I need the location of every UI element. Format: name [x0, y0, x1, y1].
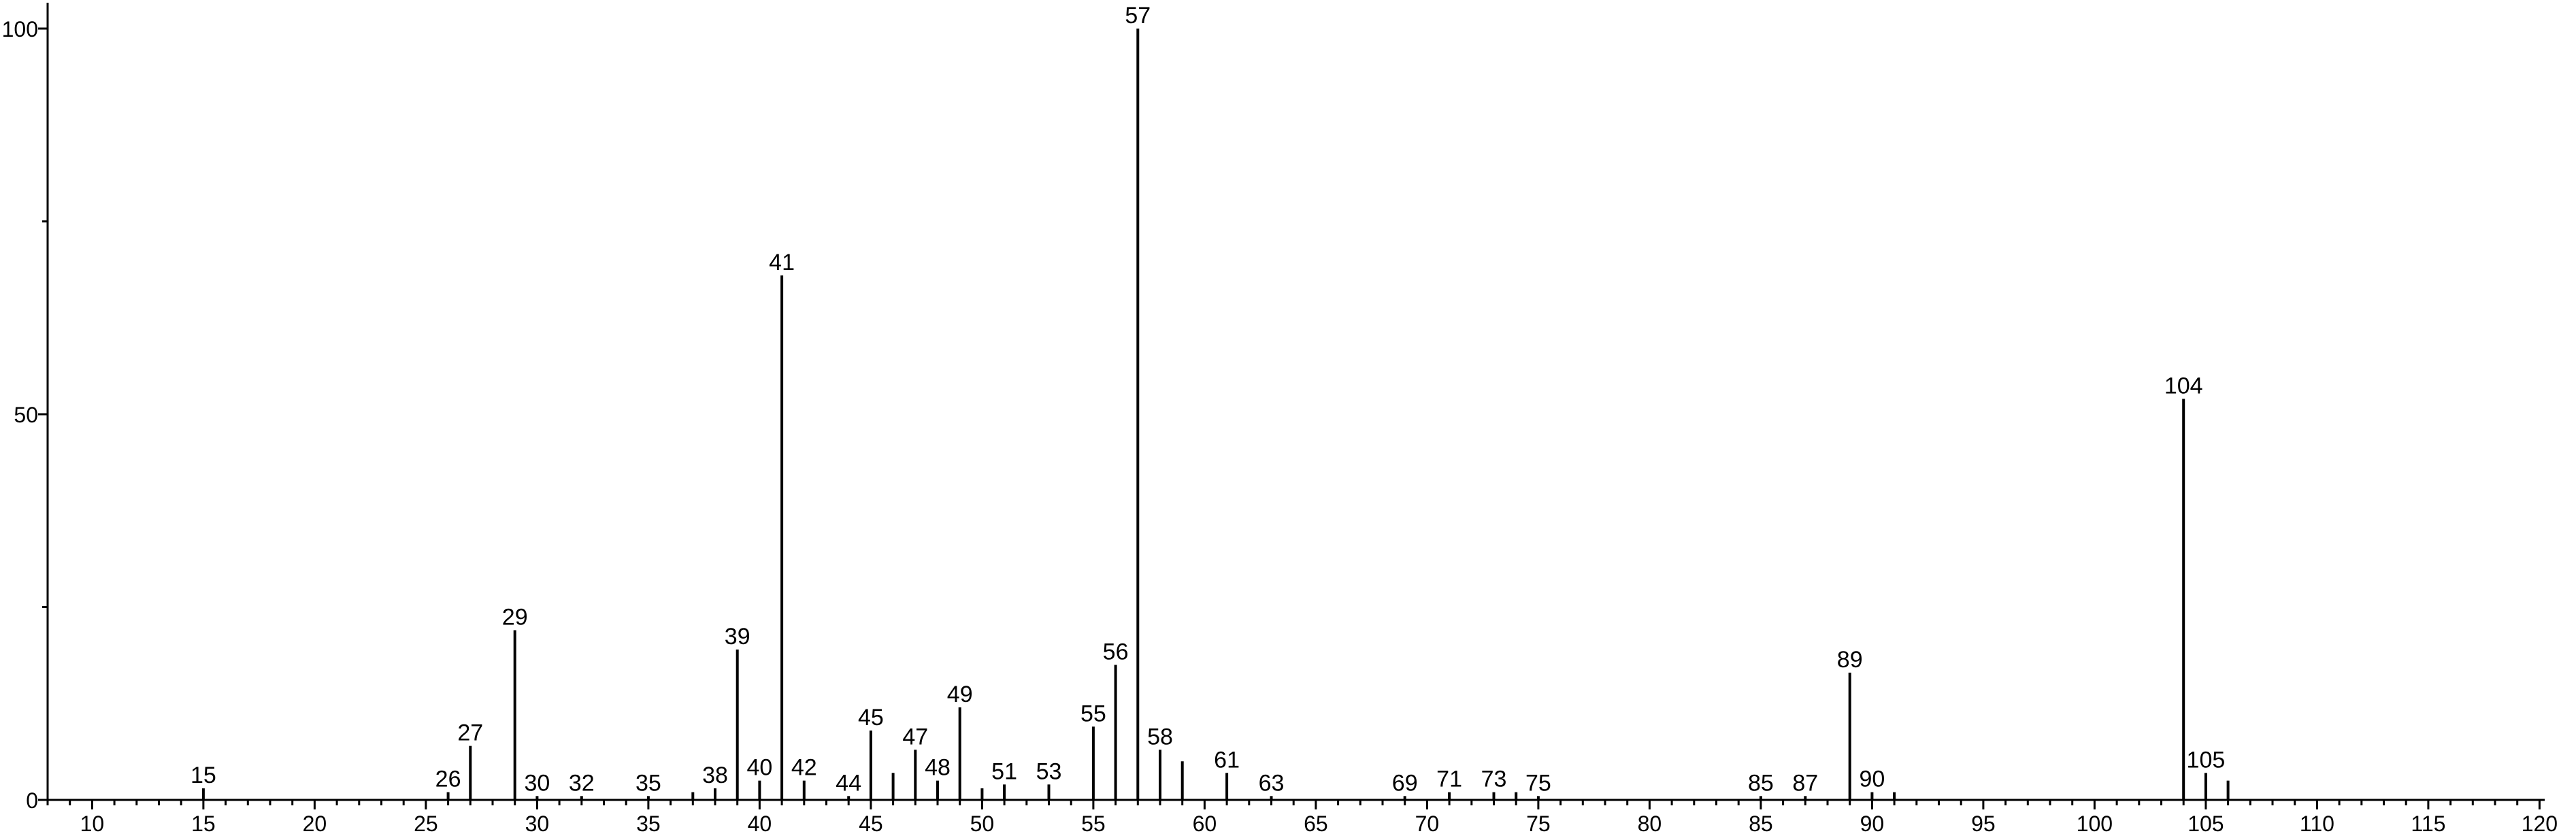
x-tick-label: 30 [525, 811, 550, 836]
peak-label: 89 [1837, 647, 1863, 673]
peak-label: 61 [1214, 747, 1240, 773]
x-tick-label: 85 [1749, 811, 1773, 836]
x-tick-label: 70 [1415, 811, 1440, 836]
x-tick-label: 100 [2077, 811, 2113, 836]
peak-label: 42 [791, 755, 817, 781]
x-tick-label: 35 [636, 811, 661, 836]
peak-label: 40 [746, 755, 772, 781]
x-tick-label: 80 [1638, 811, 1662, 836]
x-tick-label: 110 [2300, 811, 2334, 836]
peak-label: 15 [191, 762, 216, 788]
x-tick-label: 10 [80, 811, 105, 836]
peak-label: 32 [569, 770, 595, 796]
y-tick-label: 0 [26, 788, 38, 813]
x-tick-label: 45 [859, 811, 883, 836]
peak-label: 47 [902, 724, 928, 750]
peak-label: 35 [635, 770, 661, 796]
x-tick-label: 115 [2411, 811, 2445, 836]
x-tick-label: 55 [1081, 811, 1106, 836]
peak-label: 41 [769, 250, 795, 275]
y-tick-label: 50 [14, 403, 38, 427]
x-tick-label: 120 [2522, 811, 2558, 836]
peak-label: 75 [1525, 770, 1551, 796]
peak-label: 48 [925, 755, 951, 781]
x-tick-label: 15 [191, 811, 216, 836]
x-tick-label: 50 [970, 811, 995, 836]
x-tick-label: 60 [1193, 811, 1217, 836]
peak-label: 29 [502, 605, 528, 631]
peak-label: 71 [1436, 767, 1462, 792]
peak-label: 73 [1481, 767, 1507, 792]
peak-label: 58 [1147, 724, 1173, 750]
peak-label: 30 [524, 770, 550, 796]
spectrum-peaks [201, 29, 2230, 800]
peak-label: 55 [1080, 701, 1106, 726]
peak-label: 105 [2187, 747, 2226, 773]
peak-label: 87 [1792, 770, 1818, 796]
peak-label: 26 [435, 767, 461, 792]
peak-label: 57 [1125, 3, 1151, 29]
peak-label: 85 [1748, 770, 1774, 796]
peak-label: 38 [702, 762, 728, 788]
x-tick-label: 40 [748, 811, 772, 836]
peak-label: 56 [1103, 639, 1129, 665]
peak-label: 104 [2164, 373, 2203, 399]
x-tick-label: 105 [2187, 811, 2224, 836]
x-tick-label: 95 [1971, 811, 1996, 836]
x-tick-label: 65 [1304, 811, 1328, 836]
x-tick-label: 75 [1526, 811, 1551, 836]
peak-labels: 15 26 27 29 30 32 35 38 39 40 41 42 44 45 47 48 49 51 53 55… [191, 3, 2225, 796]
peak-label: 49 [947, 682, 973, 707]
y-axis-ticks: 0 50 100 [2, 17, 48, 813]
x-tick-label: 25 [414, 811, 438, 836]
x-tick-label: 20 [303, 811, 327, 836]
peak-label: 39 [725, 624, 750, 650]
y-tick-label: 100 [2, 17, 38, 41]
x-tick-label: 90 [1860, 811, 1885, 836]
peak-label: 27 [457, 720, 483, 746]
peak-label: 69 [1392, 770, 1418, 796]
peak-label: 45 [858, 705, 884, 731]
peak-label: 90 [1859, 767, 1885, 792]
peak-label: 63 [1259, 770, 1285, 796]
peak-label: 44 [836, 770, 861, 796]
peak-label: 53 [1036, 758, 1062, 784]
peak-label: 51 [991, 758, 1017, 784]
x-axis-ticks: 10 15 20 25 30 35 40 45 50 55 60 65 70 75 80 85 90 95 100 1… [46, 800, 2558, 836]
